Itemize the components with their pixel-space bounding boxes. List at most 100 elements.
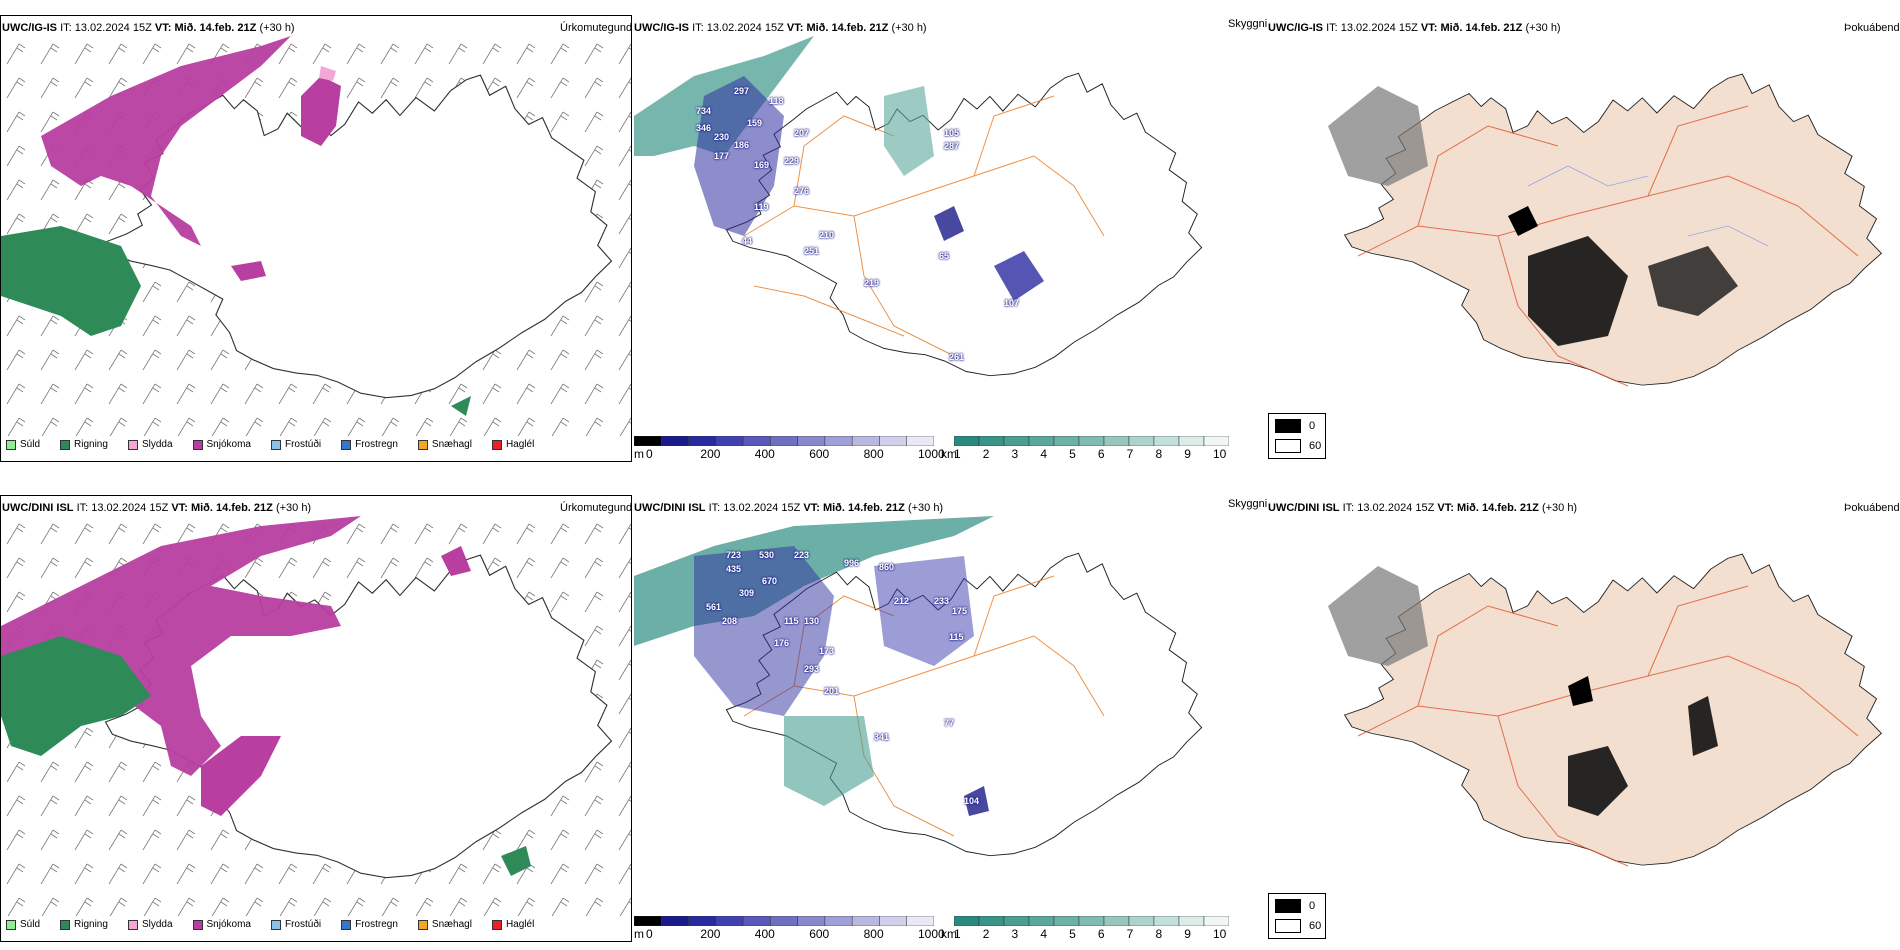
- ceiling-value-label: 107: [1004, 298, 1020, 308]
- ptype-label: Úrkomutegund: [560, 22, 633, 34]
- legend-label: Snjókoma: [206, 919, 251, 930]
- legend-label: Snæhagl: [431, 439, 472, 450]
- colorbar-tick: 600: [809, 447, 830, 461]
- colorbar-segment: [1103, 916, 1130, 926]
- it-label: IT:: [76, 502, 89, 514]
- ceiling-value-label: 118: [769, 96, 784, 106]
- ceiling-value-label: 860: [879, 562, 895, 572]
- legend-item: Snjókoma: [192, 919, 251, 930]
- vis-title: UWC/DINI ISL IT: 13.02.2024 15Z VT: Mið.…: [634, 502, 943, 515]
- colorbar-segment: [824, 436, 853, 446]
- colorbar-segment: [770, 916, 798, 926]
- colorbar-segment: [661, 436, 689, 446]
- legend-item: Snjókoma: [192, 439, 251, 450]
- ceiling-value-label: 309: [739, 588, 755, 598]
- vis-unit: km: [941, 447, 957, 461]
- ceiling-value-label: 177: [714, 151, 730, 161]
- lead-time: (+30 h): [907, 502, 944, 514]
- vt-label: VT:: [1420, 22, 1438, 34]
- colorbar-segment: [1178, 436, 1205, 446]
- ceiling-labels: 297 118 734 346 230 186 177 207 159 169 229 276 119 4…: [634, 36, 1234, 436]
- ceiling-value-label: 670: [762, 576, 778, 586]
- ceiling-value-label: 734: [696, 106, 712, 116]
- vis-ticks: 1 2 3 4 5 6 7 8 9 10: [954, 927, 1229, 941]
- colorbar-segment: [634, 916, 662, 926]
- fog-label: Þokuábendi: [1844, 22, 1900, 34]
- legend-item: Rigning: [60, 439, 108, 450]
- legend-label: Haglél: [505, 919, 535, 930]
- legend-item: Snæhagl: [417, 919, 472, 930]
- fog-legend-box: 0 60: [1268, 413, 1326, 459]
- ceiling-value-label: 208: [722, 616, 738, 626]
- fog-map: [1328, 73, 1883, 387]
- colorbar-tick: 1000: [918, 447, 945, 461]
- model-name: UWC/IG-IS: [1268, 22, 1323, 34]
- colorbar-segment: [715, 916, 744, 926]
- colorbar-segment: [1003, 436, 1030, 446]
- ceiling-value-label: 176: [774, 638, 790, 648]
- ceiling-value-label: 229: [784, 156, 800, 166]
- ceiling-value-label: 276: [794, 186, 810, 196]
- colorbar-segment: [1178, 916, 1205, 926]
- legend-swatch: [127, 919, 138, 930]
- colorbar-tick: 600: [809, 927, 830, 941]
- vt-label: VT:: [171, 502, 188, 514]
- legend-swatch: [491, 439, 502, 450]
- legend-item: Haglél: [491, 439, 535, 450]
- ceiling-value-label: 105: [944, 128, 960, 138]
- ceiling-value-label: 44: [742, 236, 753, 246]
- ceiling-value-label: 287: [944, 141, 960, 151]
- colorbar-segment: [851, 436, 880, 446]
- ceiling-colorbar: [634, 916, 934, 926]
- ceiling-value-label: 169: [754, 160, 770, 170]
- ceiling-value-label: 115: [949, 632, 964, 642]
- ptype-title: UWC/IG-IS IT: 13.02.2024 15Z VT: Mið. 14…: [2, 22, 295, 35]
- vt-label: VT:: [786, 22, 804, 34]
- colorbar-tick: 9: [1184, 927, 1191, 941]
- legend-item: Snæhagl: [417, 439, 472, 450]
- colorbar-segment: [906, 436, 934, 446]
- ceiling-colorbar: [634, 436, 934, 446]
- it-value: 13.02.2024 15Z: [1340, 22, 1418, 34]
- legend-label: Rigning: [74, 439, 108, 450]
- legend-item: Haglél: [491, 919, 535, 930]
- colorbar-tick: 4: [1040, 447, 1048, 461]
- colorbar-tick: 0: [646, 927, 653, 941]
- fog-legend-label: 0: [1309, 420, 1316, 432]
- legend-label: Frostregn: [355, 439, 398, 450]
- fog-swatch: [1275, 899, 1301, 913]
- legend-item: Frostregn: [341, 439, 398, 450]
- legend-swatch: [341, 439, 352, 450]
- legend-swatch: [192, 439, 203, 450]
- fog-legend-row: 60: [1275, 439, 1321, 453]
- legend-swatch: [491, 919, 502, 930]
- ceiling-unit: m: [634, 927, 644, 941]
- colorbar-tick: 2: [982, 447, 990, 461]
- fog-swatch: [1275, 919, 1301, 933]
- vt-label: VT:: [803, 502, 820, 514]
- colorbar-segment: [797, 916, 826, 926]
- vt-value: Mið. 14.feb. 21Z: [806, 22, 889, 34]
- colorbar-segment: [954, 436, 980, 446]
- vis-label: Skyggni: [1228, 18, 1268, 30]
- precip-legend: Súld Rigning Slydda Snjókoma Frostúði Fr…: [6, 439, 548, 450]
- ceiling-ticks: 0 200 400 600 800 1000: [634, 927, 945, 941]
- it-value: 13.02.2024 15Z: [706, 22, 784, 34]
- colorbar-tick: 7: [1126, 447, 1134, 461]
- colorbar-tick: 2: [982, 927, 990, 941]
- ceiling-value-label: 723: [726, 550, 742, 560]
- colorbar-tick: 400: [754, 927, 775, 941]
- legend-label: Haglél: [505, 439, 535, 450]
- legend-swatch: [6, 919, 16, 930]
- ceiling-value-label: 346: [696, 123, 712, 133]
- top-row: UWC/IG-IS IT: 13.02.2024 15Z VT: Mið. 14…: [0, 0, 1900, 470]
- colorbar-tick: 4: [1040, 927, 1048, 941]
- vt-value: Mið. 14.feb. 21Z: [1456, 502, 1539, 514]
- colorbar-tick: 9: [1184, 447, 1191, 461]
- model-name: UWC/DINI ISL: [1268, 502, 1340, 514]
- colorbar-segment: [954, 916, 980, 926]
- model-name: UWC/DINI ISL: [634, 502, 706, 514]
- legend-label: Súld: [20, 919, 41, 930]
- ceiling-value-label: 530: [759, 550, 775, 560]
- vis-unit: km: [941, 927, 957, 941]
